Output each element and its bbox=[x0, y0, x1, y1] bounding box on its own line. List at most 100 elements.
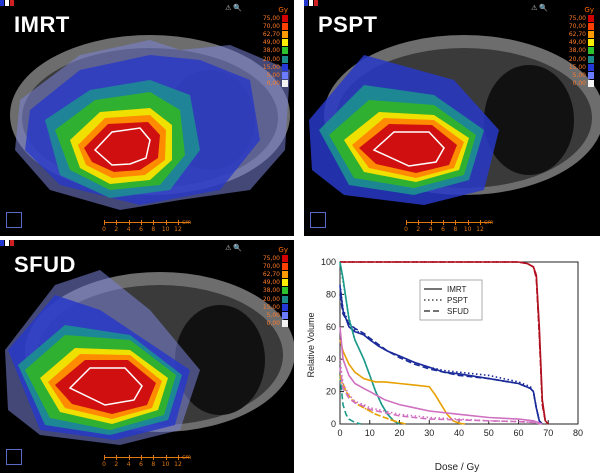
ruler-tick bbox=[165, 220, 167, 225]
ruler-tick-label: 8 bbox=[453, 226, 458, 233]
colorbar-entry: 15,00 bbox=[246, 63, 288, 71]
scale-ruler-sfud: 0 2 4 6 8 10 12 cm bbox=[102, 454, 192, 471]
panel-label: PSPT bbox=[318, 12, 378, 37]
x-tick-label: 20 bbox=[394, 428, 404, 438]
colorbar-entry: 38,00 bbox=[552, 47, 594, 55]
y-tick-label: 40 bbox=[326, 354, 336, 364]
ruler-tick-label: 8 bbox=[151, 461, 156, 468]
ruler-tick bbox=[128, 455, 130, 460]
ruler-tick-label: 12 bbox=[174, 461, 182, 468]
ruler-tick-label: 6 bbox=[139, 226, 143, 233]
colorbar-value: 20,00 bbox=[262, 295, 280, 303]
dvh-legend: IMRT PSPT SFUD bbox=[419, 279, 483, 321]
colorbar-value: 20,00 bbox=[262, 55, 280, 63]
colorbar-value: 5,00 bbox=[572, 71, 586, 79]
ruler-tick-label: 4 bbox=[126, 226, 131, 233]
colorbar-entry: 75,00 bbox=[246, 14, 288, 22]
ruler-tick bbox=[418, 220, 420, 225]
ruler-line bbox=[104, 222, 190, 223]
colorbar-swatch bbox=[588, 47, 594, 55]
colorbar-entry: 38,00 bbox=[246, 47, 288, 55]
ruler-tick bbox=[406, 220, 407, 225]
ruler-tick bbox=[467, 220, 469, 225]
colorbar-swatch bbox=[588, 71, 594, 79]
colorbar-swatch bbox=[588, 63, 594, 71]
dvh-lines bbox=[339, 261, 549, 425]
ruler-tick bbox=[141, 455, 142, 460]
colorbar-value: 15,00 bbox=[262, 63, 280, 71]
scale-ruler-imrt: 0 2 4 6 8 10 12 cm bbox=[102, 219, 191, 236]
ruler-tick bbox=[178, 220, 179, 225]
colorbar-value: 62,70 bbox=[262, 270, 280, 278]
ruler-tick-label: 8 bbox=[151, 226, 156, 233]
orientation-cube-icon bbox=[310, 212, 326, 228]
colorbar-value: 75,00 bbox=[262, 254, 280, 262]
dvh-line-blue-dashed bbox=[339, 294, 543, 425]
ruler-tick bbox=[480, 220, 481, 225]
ruler-tick bbox=[153, 220, 155, 225]
colorbar-entry: 15,00 bbox=[552, 63, 594, 71]
colorbar-entry: 20,00 bbox=[246, 295, 288, 303]
dvh-line-target-red-dashed bbox=[340, 261, 549, 425]
colorbar-swatch bbox=[588, 55, 594, 63]
colorbar-entry: 75,00 bbox=[552, 14, 594, 22]
y-axis-label: Relative Volume bbox=[306, 312, 316, 377]
ruler-tick-label: 4 bbox=[428, 226, 433, 233]
dvh-line-pink-solid bbox=[339, 326, 543, 425]
ruler-tick-label: 0 bbox=[102, 226, 106, 233]
ruler-tick-label: 0 bbox=[102, 461, 106, 468]
ruler-tick-label: 10 bbox=[463, 226, 472, 233]
dose-colorbar: Gy 75,00 70,00 62,70 49,00 38,00 20,00 15,00 5,… bbox=[552, 6, 594, 88]
colorbar-value: 15,00 bbox=[262, 303, 280, 311]
x-axis-label: Dose / Gy bbox=[435, 462, 479, 473]
colorbar-entry: 49,00 bbox=[246, 39, 288, 47]
colorbar-entry: 0,00 bbox=[246, 320, 288, 328]
colorbar-value: 5,00 bbox=[266, 71, 280, 79]
colorbar-entry: 20,00 bbox=[246, 55, 288, 63]
panel-label: IMRT bbox=[14, 12, 70, 37]
y-tick-label: 80 bbox=[326, 289, 336, 299]
colorbar-entry: 5,00 bbox=[246, 71, 288, 79]
y-tick-label: 20 bbox=[326, 387, 336, 397]
colorbar-swatch bbox=[588, 80, 594, 88]
colorbar-value: 38,00 bbox=[262, 47, 280, 55]
colorbar-swatch bbox=[282, 279, 288, 287]
toolbar-icons: ⚠ 🔍 bbox=[225, 245, 242, 252]
panel-sfud: SFUD ⚠ 🔍 Gy 75,00 70,00 62,70 49,00 38,00 20,… bbox=[0, 240, 294, 473]
dose-colorbar: Gy 75,00 70,00 62,70 49,00 38,00 20,00 15,00 5,… bbox=[246, 6, 288, 88]
ruler-unit: cm bbox=[182, 454, 192, 461]
ruler-tick bbox=[455, 220, 457, 225]
colorbar-value: 62,70 bbox=[262, 30, 280, 38]
ruler-tick bbox=[104, 455, 105, 460]
colorbar-entry: 0,00 bbox=[246, 80, 288, 88]
colorbar-swatch bbox=[282, 295, 288, 303]
colorbar-value: 75,00 bbox=[568, 14, 586, 22]
orientation-cube-icon bbox=[6, 449, 22, 465]
dose-colorbar: Gy 75,00 70,00 62,70 49,00 38,00 20,00 15,00 5,… bbox=[246, 246, 288, 328]
colorbar-swatch bbox=[588, 30, 594, 38]
toolbar-icons: ⚠ 🔍 bbox=[531, 5, 548, 12]
colorbar-value: 20,00 bbox=[568, 55, 586, 63]
ruler-tick bbox=[178, 455, 179, 460]
colorbar-value: 70,00 bbox=[262, 262, 280, 270]
ruler-line bbox=[406, 222, 492, 223]
colorbar-swatch bbox=[282, 14, 288, 22]
colorbar-value: 70,00 bbox=[568, 22, 586, 30]
ruler-tick-label: 2 bbox=[416, 226, 421, 233]
x-tick-label: 50 bbox=[484, 428, 494, 438]
panel-label: SFUD bbox=[14, 252, 76, 277]
colorbar-value: 49,00 bbox=[262, 279, 280, 287]
panel-pspt: PSPT ⚠ 🔍 Gy 75,00 70,00 62,70 49,00 38,00 20,… bbox=[304, 0, 600, 236]
dvh-line-orange-solid bbox=[339, 339, 466, 425]
y-tick-label: 60 bbox=[326, 322, 336, 332]
ruler-tick-label: 2 bbox=[114, 461, 119, 468]
colorbar-entry: 75,00 bbox=[246, 254, 288, 262]
legend-label: SFUD bbox=[447, 307, 469, 316]
colorbar-entry: 5,00 bbox=[246, 311, 288, 319]
colorbar-entry: 49,00 bbox=[246, 279, 288, 287]
colorbar-value: 5,00 bbox=[266, 311, 280, 319]
colorbar-entry: 62,70 bbox=[246, 270, 288, 278]
ruler-tick bbox=[165, 455, 167, 460]
ruler-tick bbox=[116, 455, 118, 460]
colorbar-entry: 0,00 bbox=[552, 80, 594, 88]
